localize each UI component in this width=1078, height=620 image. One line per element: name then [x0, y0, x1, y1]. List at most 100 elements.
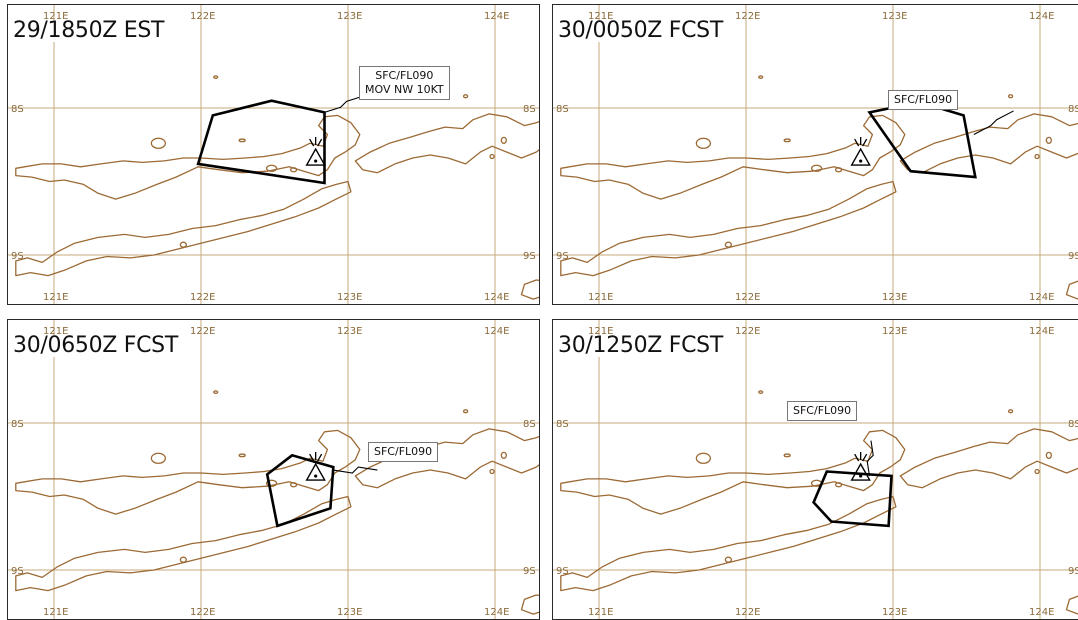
island-outline [522, 595, 541, 614]
island-outline [900, 429, 1078, 488]
volcano-icon [307, 137, 325, 165]
lat-label-left: 8S [556, 104, 569, 115]
islet-outline [759, 391, 763, 393]
lon-label-top: 122E [190, 326, 215, 337]
lat-label-right: 8S [1068, 104, 1078, 115]
islet-outline [464, 410, 468, 413]
islet-outline [696, 138, 710, 148]
lon-label-top: 123E [882, 11, 907, 22]
islet-outline [490, 470, 494, 474]
lat-label-right: 9S [1068, 251, 1078, 262]
lon-label-bottom: 124E [484, 607, 509, 618]
lon-label-top: 122E [735, 11, 760, 22]
islet-outline [696, 453, 710, 463]
ash-cloud-polygon [870, 102, 976, 177]
islet-outline [1035, 470, 1039, 474]
lon-label-top: 124E [1029, 326, 1054, 337]
island-outline [1067, 280, 1078, 299]
coastlines [561, 391, 1078, 614]
volcano-icon [852, 137, 870, 165]
islet-outline [291, 483, 297, 487]
lon-label-bottom: 122E [735, 607, 760, 618]
lat-label-left: 9S [556, 251, 569, 262]
lat-label-left: 9S [11, 251, 24, 262]
islet-outline [490, 155, 494, 159]
islet-outline [1035, 155, 1039, 159]
altitude-callout: SFC/FL090 [888, 90, 958, 110]
lon-label-bottom: 121E [588, 292, 613, 303]
islet-outline [836, 168, 842, 172]
lon-label-bottom: 123E [882, 292, 907, 303]
islet-outline [151, 138, 165, 148]
callout-line: MOV NW 10KT [365, 83, 444, 97]
lat-label-right: 9S [523, 566, 536, 577]
callout-line: SFC/FL090 [894, 93, 952, 107]
island-outline [561, 115, 905, 199]
islet-outline [784, 454, 790, 457]
coastlines [16, 391, 540, 614]
island-outline [16, 430, 360, 514]
islet-outline [291, 168, 297, 172]
callout-line: SFC/FL090 [374, 445, 432, 459]
islet-outline [725, 242, 731, 247]
lat-label-left: 8S [11, 104, 24, 115]
islet-outline [784, 139, 790, 142]
lon-label-bottom: 123E [882, 607, 907, 618]
map-panel: 121E121E122E122E123E123E124E124E8S8S9S9S… [552, 4, 1078, 305]
map-panel: 121E121E122E122E123E123E124E124E8S8S9S9S… [552, 319, 1078, 620]
islet-outline [501, 137, 506, 143]
lat-label-left: 8S [556, 419, 569, 430]
volcano-icon [852, 452, 870, 480]
islet-outline [239, 139, 245, 142]
islet-outline [180, 242, 186, 247]
lon-label-top: 122E [190, 11, 215, 22]
lon-label-top: 122E [735, 326, 760, 337]
islet-outline [239, 454, 245, 457]
lat-label-left: 9S [11, 566, 24, 577]
islet-outline [214, 76, 218, 78]
island-outline [16, 497, 351, 591]
islet-outline [1046, 137, 1051, 143]
volcano-icon [307, 452, 325, 480]
lon-label-top: 124E [484, 326, 509, 337]
lon-label-bottom: 122E [190, 292, 215, 303]
coastlines [16, 76, 540, 299]
islet-outline [759, 76, 763, 78]
island-outline [561, 497, 896, 591]
lon-label-top: 124E [484, 11, 509, 22]
lon-label-top: 123E [337, 326, 362, 337]
lat-label-right: 8S [1068, 419, 1078, 430]
islet-outline [1009, 410, 1013, 413]
lon-label-bottom: 123E [337, 292, 362, 303]
islet-outline [725, 557, 731, 562]
panel-time-title: 30/0650Z FCST [11, 335, 180, 357]
islet-outline [151, 453, 165, 463]
island-outline [522, 280, 541, 299]
lon-label-top: 123E [882, 326, 907, 337]
altitude-callout: SFC/FL090 [787, 401, 857, 421]
lon-label-bottom: 124E [1029, 607, 1054, 618]
lon-label-bottom: 123E [337, 607, 362, 618]
lon-label-top: 124E [1029, 11, 1054, 22]
callout-line: SFC/FL090 [365, 69, 444, 83]
lon-label-bottom: 122E [735, 292, 760, 303]
lon-label-bottom: 122E [190, 607, 215, 618]
lat-label-right: 8S [523, 104, 536, 115]
island-outline [900, 114, 1078, 173]
lon-label-bottom: 124E [484, 292, 509, 303]
ash-cloud-polygon [198, 101, 324, 183]
islet-outline [180, 557, 186, 562]
island-outline [355, 114, 540, 173]
lat-label-left: 9S [556, 566, 569, 577]
lon-label-bottom: 121E [43, 607, 68, 618]
islet-outline [214, 391, 218, 393]
altitude-callout: SFC/FL090 [368, 442, 438, 462]
island-outline [1067, 595, 1078, 614]
lon-label-bottom: 121E [588, 607, 613, 618]
island-outline [16, 115, 360, 199]
